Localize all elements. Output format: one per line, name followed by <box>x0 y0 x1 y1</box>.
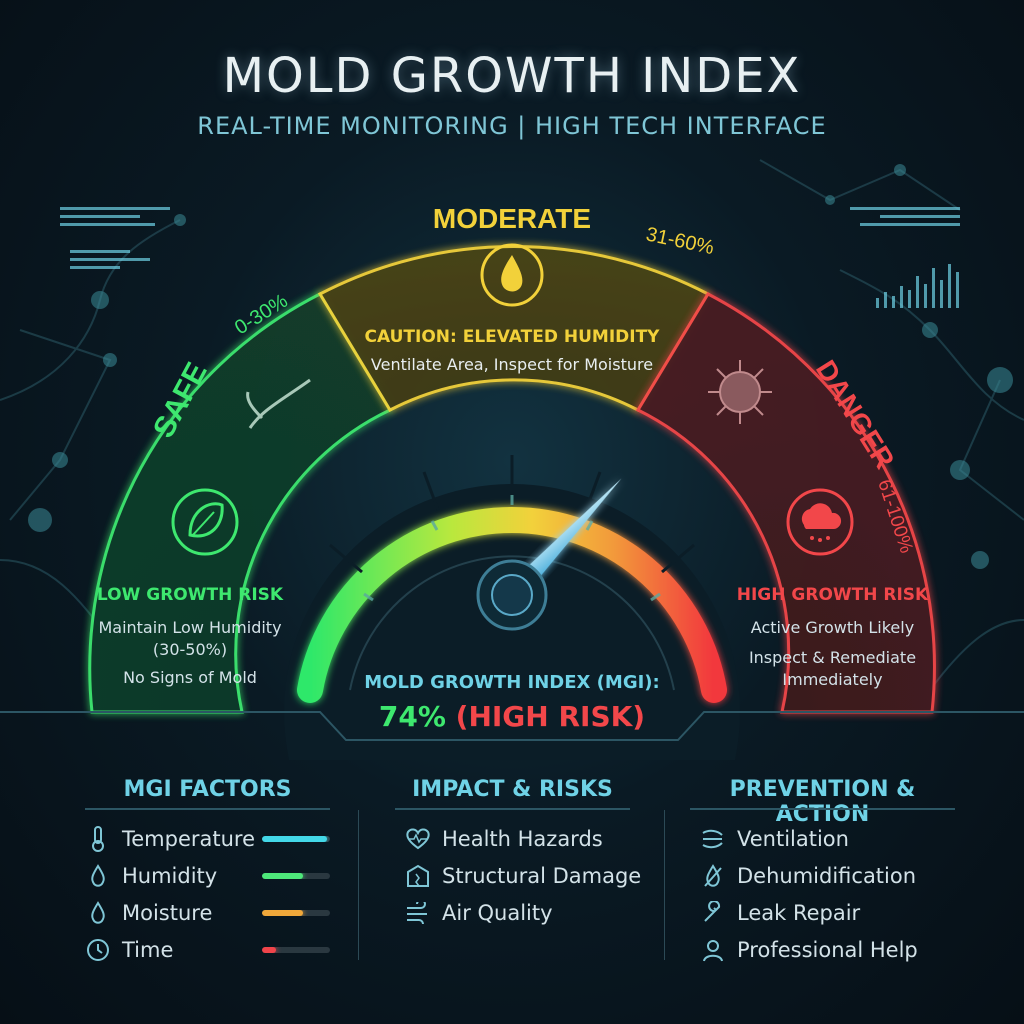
moderate-line1: Ventilate Area, Inspect for Moisture <box>370 355 654 374</box>
factors-title: MGI FACTORS <box>123 777 292 802</box>
danger-line2: Inspect & Remediate <box>748 648 917 667</box>
prevention-ventilation: Ventilation <box>695 820 955 857</box>
mgi-readout-status: (HIGH RISK) <box>455 700 646 733</box>
zone-moderate-sector <box>317 245 711 412</box>
factor-temperature: Temperature <box>80 820 330 857</box>
moderate-droplet-icon <box>480 243 544 307</box>
danger-line3: Immediately <box>782 670 883 689</box>
safe-sprout-icon <box>246 378 311 429</box>
safe-line2: (30-50%) <box>152 640 228 659</box>
safe-line1: Maintain Low Humidity <box>98 618 282 637</box>
prevention-dehumidification: Dehumidification <box>695 857 955 894</box>
clock-icon <box>80 938 116 962</box>
wind-icon <box>400 901 436 924</box>
safe-line3: No Signs of Mold <box>123 668 257 687</box>
factor-time: Time <box>80 931 330 968</box>
thermometer-icon <box>80 825 116 852</box>
building-damage-icon <box>400 864 436 888</box>
mgi-readout-label: MOLD GROWTH INDEX (MGI): <box>364 672 660 693</box>
droplet-icon <box>80 863 116 888</box>
temperature-level-bar <box>262 835 330 842</box>
page-title: MOLD GROWTH INDEX <box>222 48 802 104</box>
mgi-gauge: SAFE 0-30% MODERATE 31-60% DANGER 61-100… <box>0 203 1024 760</box>
safe-leaf-icon <box>171 488 239 556</box>
prevention-title: PREVENTION & ACTION <box>729 777 916 827</box>
danger-cloud-icon <box>786 488 854 556</box>
no-droplet-icon <box>695 863 731 888</box>
droplet-icon <box>80 900 116 925</box>
heartbeat-icon <box>400 827 436 851</box>
moderate-zone-range: 31-60% <box>644 223 716 259</box>
time-level-bar <box>262 946 330 953</box>
page-subtitle: REAL-TIME MONITORING | HIGH TECH INTERFA… <box>197 112 827 140</box>
dial-arc <box>297 507 727 703</box>
moderate-heading: CAUTION: ELEVATED HUMIDITY <box>364 327 660 347</box>
danger-line1: Active Growth Likely <box>750 618 915 637</box>
moisture-level-bar <box>262 909 330 916</box>
prevention-professional-help: Professional Help <box>695 931 955 968</box>
impact-health-hazards: Health Hazards <box>400 820 650 857</box>
mgi-readout-value: 74% <box>378 700 446 733</box>
fan-icon <box>695 827 731 851</box>
prevention-list: Ventilation Dehumidification Leak Repair… <box>695 820 955 968</box>
moderate-zone-label: MODERATE <box>433 203 591 234</box>
factors-list: Temperature Humidity Moisture Time <box>80 820 330 968</box>
danger-spore-icon <box>708 360 772 424</box>
factor-humidity: Humidity <box>80 857 330 894</box>
factor-moisture: Moisture <box>80 894 330 931</box>
humidity-level-bar <box>262 872 330 879</box>
safe-heading: LOW GROWTH RISK <box>96 585 284 605</box>
person-icon <box>695 938 731 962</box>
impact-air-quality: Air Quality <box>400 894 650 931</box>
wrench-icon <box>695 900 731 925</box>
impact-title: IMPACT & RISKS <box>412 777 613 802</box>
impact-structural-damage: Structural Damage <box>400 857 650 894</box>
prevention-leak-repair: Leak Repair <box>695 894 955 931</box>
danger-heading: HIGH GROWTH RISK <box>736 585 929 605</box>
impact-list: Health Hazards Structural Damage Air Qua… <box>400 820 650 931</box>
mgi-readout: 74% (HIGH RISK) <box>312 700 712 733</box>
